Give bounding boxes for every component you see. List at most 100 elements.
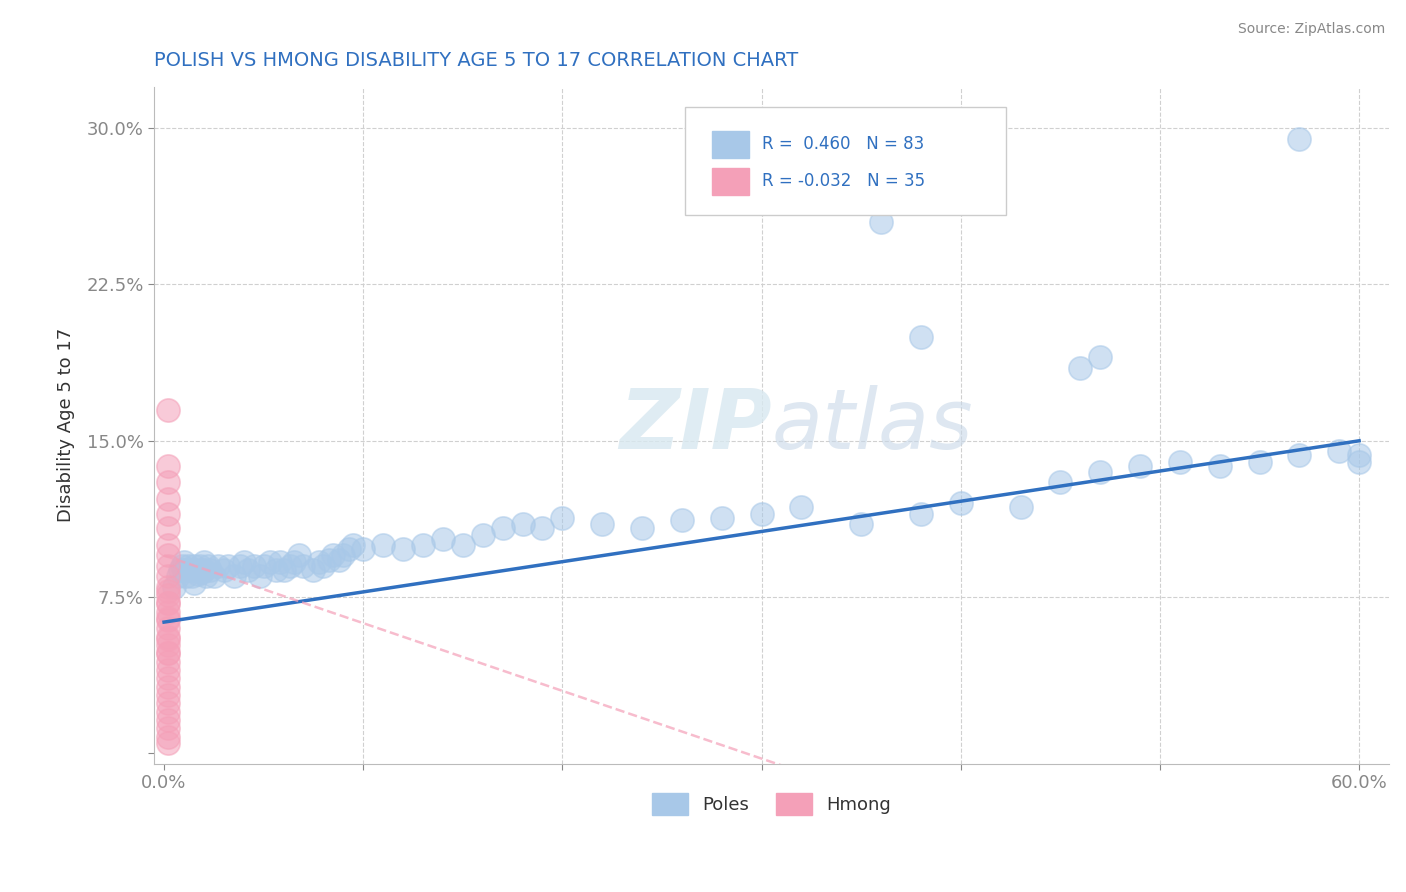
Point bbox=[157, 521, 180, 535]
Point bbox=[157, 613, 180, 627]
Text: R = -0.032   N = 35: R = -0.032 N = 35 bbox=[762, 172, 925, 190]
Point bbox=[318, 552, 340, 566]
Point bbox=[181, 569, 204, 583]
Point bbox=[232, 555, 254, 569]
Point bbox=[322, 549, 344, 563]
Point bbox=[157, 632, 180, 646]
Point bbox=[157, 580, 180, 594]
Point bbox=[157, 611, 180, 625]
Point bbox=[671, 513, 693, 527]
Point bbox=[337, 542, 360, 557]
Point bbox=[229, 558, 252, 573]
Point bbox=[1348, 449, 1371, 463]
Point bbox=[157, 549, 180, 563]
Point bbox=[491, 521, 513, 535]
Point bbox=[157, 588, 180, 602]
Point bbox=[157, 655, 180, 669]
Point bbox=[264, 563, 287, 577]
Point bbox=[273, 563, 295, 577]
Point bbox=[302, 563, 325, 577]
Point bbox=[710, 511, 733, 525]
Point bbox=[217, 558, 239, 573]
FancyBboxPatch shape bbox=[713, 130, 749, 158]
Point bbox=[249, 569, 271, 583]
Point bbox=[163, 580, 186, 594]
Point bbox=[157, 688, 180, 702]
Point bbox=[910, 507, 932, 521]
Point bbox=[531, 521, 554, 535]
Point bbox=[631, 521, 654, 535]
Point bbox=[157, 538, 180, 552]
Point bbox=[308, 555, 330, 569]
Point bbox=[157, 680, 180, 694]
Y-axis label: Disability Age 5 to 17: Disability Age 5 to 17 bbox=[58, 328, 75, 523]
Point bbox=[1088, 351, 1111, 365]
Point bbox=[1288, 449, 1310, 463]
Point bbox=[191, 565, 214, 579]
Point bbox=[278, 558, 301, 573]
Point bbox=[157, 638, 180, 652]
Point bbox=[328, 552, 350, 566]
Point bbox=[193, 555, 215, 569]
Point bbox=[157, 736, 180, 750]
Point bbox=[1088, 465, 1111, 479]
Point bbox=[1168, 455, 1191, 469]
Point bbox=[1288, 131, 1310, 145]
Point bbox=[949, 496, 972, 510]
Point bbox=[591, 517, 613, 532]
Point bbox=[157, 705, 180, 719]
Point bbox=[332, 549, 354, 563]
Point bbox=[259, 555, 281, 569]
Point bbox=[157, 558, 180, 573]
Legend: Poles, Hmong: Poles, Hmong bbox=[644, 786, 898, 822]
Point bbox=[174, 569, 197, 583]
Point bbox=[197, 558, 219, 573]
Point bbox=[157, 630, 180, 644]
Point bbox=[188, 558, 211, 573]
Text: Source: ZipAtlas.com: Source: ZipAtlas.com bbox=[1237, 22, 1385, 37]
Point bbox=[173, 563, 195, 577]
Point bbox=[373, 538, 395, 552]
Point bbox=[198, 563, 221, 577]
Point bbox=[157, 722, 180, 736]
Point bbox=[194, 569, 217, 583]
Point bbox=[157, 730, 180, 744]
Point bbox=[342, 538, 364, 552]
Point bbox=[157, 458, 180, 473]
Point bbox=[283, 555, 305, 569]
Point bbox=[157, 596, 180, 610]
Point bbox=[790, 500, 813, 515]
Point bbox=[451, 538, 474, 552]
Point bbox=[157, 621, 180, 635]
Point bbox=[1010, 500, 1032, 515]
FancyBboxPatch shape bbox=[713, 168, 749, 194]
Point bbox=[167, 569, 190, 583]
Point bbox=[471, 527, 494, 541]
Point bbox=[157, 492, 180, 507]
Point bbox=[212, 563, 235, 577]
Point bbox=[157, 697, 180, 711]
Point bbox=[849, 517, 872, 532]
Point bbox=[173, 555, 195, 569]
Point bbox=[170, 558, 193, 573]
Point bbox=[1049, 475, 1071, 490]
Point bbox=[157, 402, 180, 417]
Point bbox=[187, 567, 209, 582]
Point bbox=[269, 555, 291, 569]
Point bbox=[432, 532, 454, 546]
Point bbox=[236, 563, 259, 577]
Point bbox=[1249, 455, 1271, 469]
FancyBboxPatch shape bbox=[685, 107, 1007, 215]
Text: ZIP: ZIP bbox=[619, 384, 772, 466]
Point bbox=[512, 517, 534, 532]
Point bbox=[1069, 360, 1091, 375]
Point bbox=[157, 507, 180, 521]
Point bbox=[288, 549, 311, 563]
Point bbox=[292, 558, 315, 573]
Point bbox=[183, 575, 205, 590]
Point bbox=[179, 563, 201, 577]
Point bbox=[157, 713, 180, 727]
Point bbox=[751, 507, 773, 521]
Text: POLISH VS HMONG DISABILITY AGE 5 TO 17 CORRELATION CHART: POLISH VS HMONG DISABILITY AGE 5 TO 17 C… bbox=[155, 51, 799, 70]
Point bbox=[177, 558, 200, 573]
